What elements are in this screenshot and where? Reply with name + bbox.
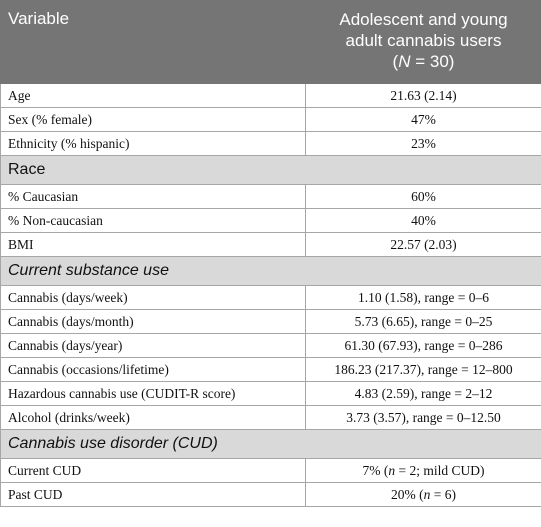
row-value: 4.83 (2.59), range = 2–12 xyxy=(305,381,541,406)
header-n-value: = 30) xyxy=(410,52,455,71)
section-row-race: Race xyxy=(0,155,541,185)
value-prefix: 20% ( xyxy=(391,486,424,502)
row-label: Cannabis (occasions/lifetime) xyxy=(0,357,306,382)
row-value: 7% (n = 2; mild CUD) xyxy=(305,458,541,483)
table-row: Current CUD 7% (n = 2; mild CUD) xyxy=(0,458,541,483)
row-label: Sex (% female) xyxy=(0,107,306,132)
row-label: BMI xyxy=(0,232,306,257)
section-title: Cannabis use disorder (CUD) xyxy=(0,429,541,459)
row-value: 40% xyxy=(305,208,541,233)
row-value: 22.57 (2.03) xyxy=(305,232,541,257)
row-value: 21.63 (2.14) xyxy=(305,83,541,108)
row-value: 23% xyxy=(305,131,541,156)
table-row: BMI 22.57 (2.03) xyxy=(0,232,541,257)
row-label: Cannabis (days/week) xyxy=(0,285,306,310)
table-row: % Caucasian 60% xyxy=(0,184,541,209)
table-row: Past CUD 20% (n = 6) xyxy=(0,482,541,507)
table-row: Cannabis (days/month) 5.73 (6.65), range… xyxy=(0,309,541,334)
section-row-cud: Cannabis use disorder (CUD) xyxy=(0,429,541,459)
row-value: 61.30 (67.93), range = 0–286 xyxy=(305,333,541,358)
row-label: Current CUD xyxy=(0,458,306,483)
table-row: Alcohol (drinks/week) 3.73 (3.57), range… xyxy=(0,405,541,430)
table-row: % Non-caucasian 40% xyxy=(0,208,541,233)
section-title: Current substance use xyxy=(0,256,541,286)
row-value: 60% xyxy=(305,184,541,209)
row-label: Cannabis (days/month) xyxy=(0,309,306,334)
value-suffix: = 6) xyxy=(430,486,456,502)
row-label: Ethnicity (% hispanic) xyxy=(0,131,306,156)
row-value: 3.73 (3.57), range = 0–12.50 xyxy=(305,405,541,430)
header-group: Adolescent and young adult cannabis user… xyxy=(305,0,541,84)
row-label: % Non-caucasian xyxy=(0,208,306,233)
row-value: 20% (n = 6) xyxy=(305,482,541,507)
demographics-table: Variable Adolescent and young adult cann… xyxy=(0,0,541,507)
section-row-substance: Current substance use xyxy=(0,256,541,286)
table-row: Hazardous cannabis use (CUDIT-R score) 4… xyxy=(0,381,541,406)
row-value: 1.10 (1.58), range = 0–6 xyxy=(305,285,541,310)
row-label: % Caucasian xyxy=(0,184,306,209)
section-title: Race xyxy=(0,155,541,185)
value-suffix: = 2; mild CUD) xyxy=(395,462,485,478)
table-row: Age 21.63 (2.14) xyxy=(0,83,541,108)
header-row: Variable Adolescent and young adult cann… xyxy=(0,0,541,84)
row-label: Hazardous cannabis use (CUDIT-R score) xyxy=(0,381,306,406)
header-group-line2: adult cannabis users xyxy=(345,31,502,50)
table-row: Ethnicity (% hispanic) 23% xyxy=(0,131,541,156)
row-label: Age xyxy=(0,83,306,108)
row-label: Alcohol (drinks/week) xyxy=(0,405,306,430)
table-row: Sex (% female) 47% xyxy=(0,107,541,132)
row-label: Past CUD xyxy=(0,482,306,507)
n-symbol: n xyxy=(388,462,396,478)
header-variable: Variable xyxy=(0,0,306,84)
table-row: Cannabis (occasions/lifetime) 186.23 (21… xyxy=(0,357,541,382)
n-symbol: n xyxy=(423,486,431,502)
row-value: 47% xyxy=(305,107,541,132)
table-row: Cannabis (days/week) 1.10 (1.58), range … xyxy=(0,285,541,310)
row-value: 186.23 (217.37), range = 12–800 xyxy=(305,357,541,382)
table-row: Cannabis (days/year) 61.30 (67.93), rang… xyxy=(0,333,541,358)
header-group-line1: Adolescent and young xyxy=(339,10,508,29)
header-n-symbol: N xyxy=(398,52,411,71)
row-label: Cannabis (days/year) xyxy=(0,333,306,358)
value-prefix: 7% ( xyxy=(362,462,389,478)
row-value: 5.73 (6.65), range = 0–25 xyxy=(305,309,541,334)
